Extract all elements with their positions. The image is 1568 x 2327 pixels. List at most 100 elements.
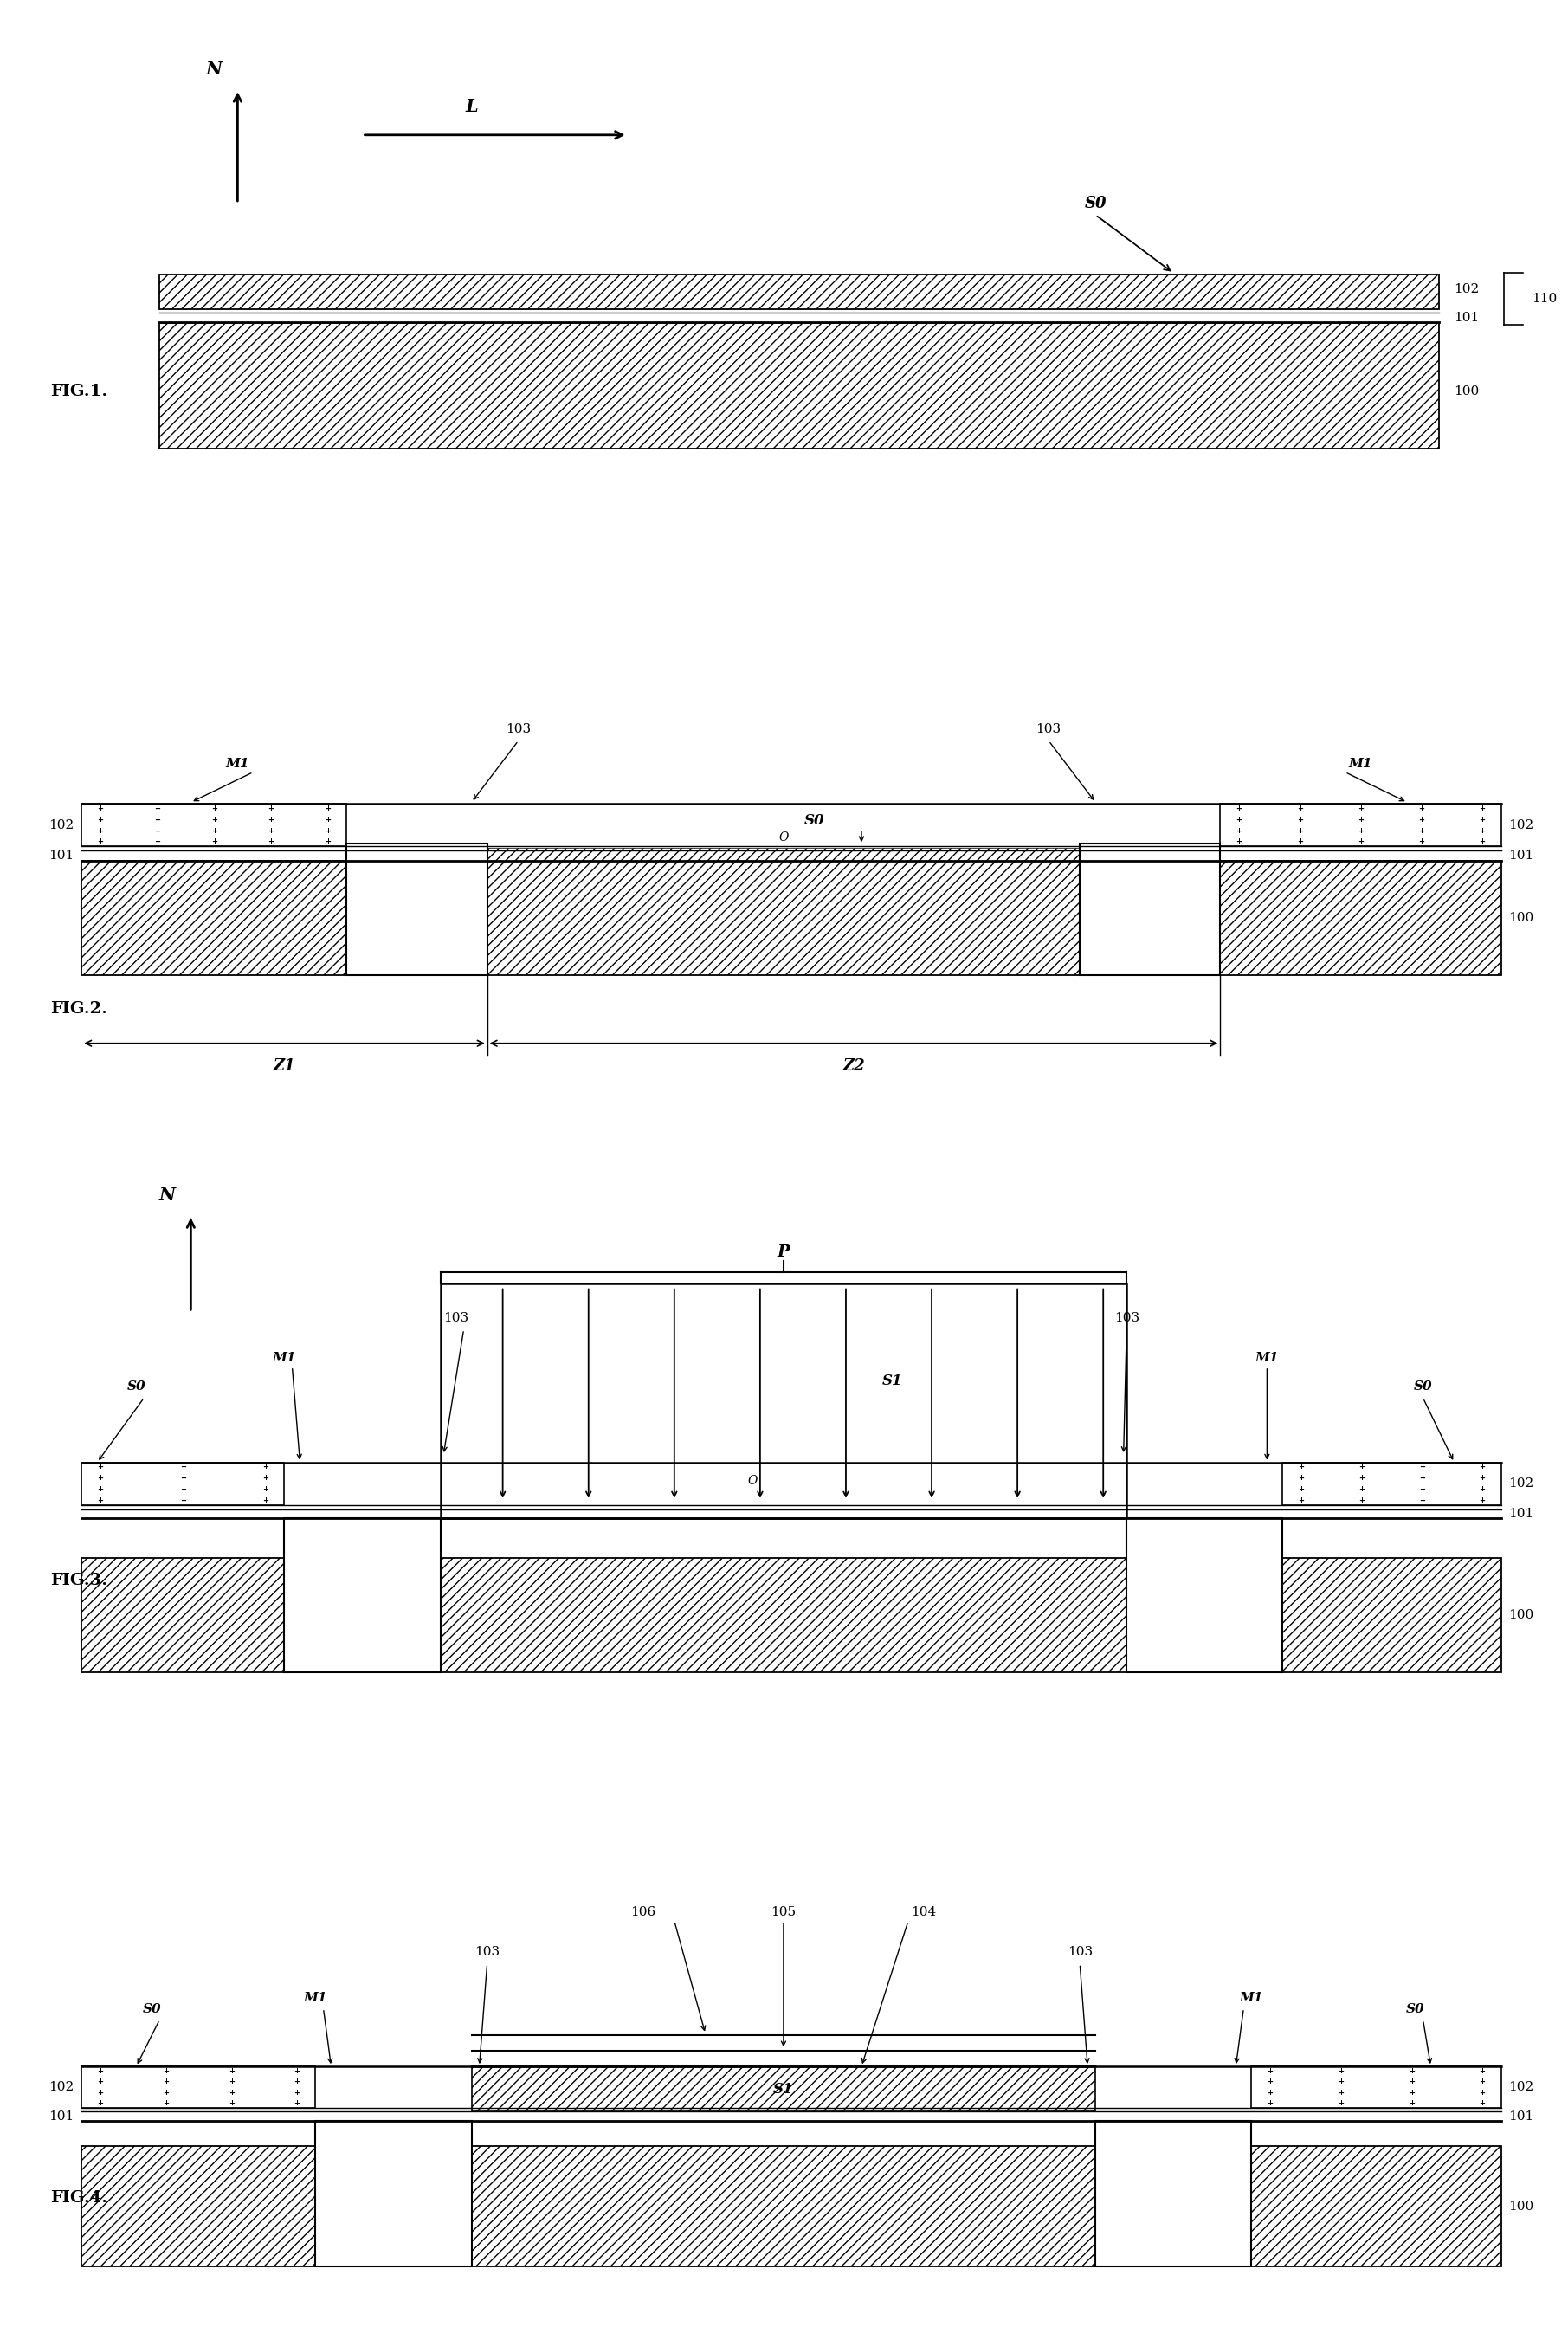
Text: +: + <box>97 838 103 845</box>
Bar <box>1080 842 1220 975</box>
Text: Z2: Z2 <box>842 1059 866 1075</box>
Text: 105: 105 <box>771 1906 797 1917</box>
Text: +: + <box>1338 2078 1344 2085</box>
Bar <box>82 2066 315 2108</box>
Text: +: + <box>1419 1485 1425 1494</box>
Text: M1: M1 <box>226 759 249 770</box>
Text: +: + <box>1479 2099 1485 2106</box>
Text: Z1: Z1 <box>273 1059 295 1075</box>
Text: +: + <box>229 2087 234 2097</box>
Text: +: + <box>1479 1464 1485 1471</box>
Bar <box>160 275 1438 309</box>
Text: +: + <box>1479 2087 1485 2097</box>
Text: FIG.4.: FIG.4. <box>50 2190 108 2206</box>
Text: 110: 110 <box>1532 293 1557 305</box>
Text: 101: 101 <box>1508 2111 1534 2122</box>
Text: +: + <box>163 2099 169 2106</box>
Text: M1: M1 <box>1254 1352 1279 1364</box>
Text: +: + <box>1267 2066 1273 2076</box>
Text: 103: 103 <box>506 724 532 735</box>
Text: +: + <box>1236 826 1242 835</box>
Text: +: + <box>1358 1496 1364 1506</box>
Text: +: + <box>268 814 274 824</box>
Text: M1: M1 <box>273 1352 296 1364</box>
Text: +: + <box>97 1464 103 1471</box>
Bar <box>1220 803 1501 847</box>
Text: 100: 100 <box>1454 386 1480 398</box>
Text: P: P <box>778 1245 790 1261</box>
Text: 101: 101 <box>49 2111 74 2122</box>
Text: +: + <box>1358 826 1364 835</box>
Text: +: + <box>1408 2087 1414 2097</box>
Text: 102: 102 <box>49 2080 74 2092</box>
Text: M1: M1 <box>1240 1992 1264 2004</box>
Text: +: + <box>262 1496 268 1506</box>
Text: +: + <box>1479 1475 1485 1482</box>
Text: +: + <box>229 2066 234 2076</box>
Text: M1: M1 <box>304 1992 328 2004</box>
Text: +: + <box>212 805 218 812</box>
Text: 100: 100 <box>1508 912 1534 924</box>
Text: 103: 103 <box>475 1945 500 1959</box>
Text: S1: S1 <box>773 2083 793 2097</box>
Text: 102: 102 <box>49 819 74 831</box>
Text: +: + <box>97 805 103 812</box>
Text: +: + <box>1419 805 1424 812</box>
Text: FIG.2.: FIG.2. <box>50 1001 108 1017</box>
Text: +: + <box>97 1475 103 1482</box>
Text: +: + <box>1338 2066 1344 2076</box>
Text: +: + <box>1358 814 1364 824</box>
Bar <box>347 842 488 975</box>
Text: O: O <box>748 1475 757 1487</box>
Text: +: + <box>1419 1496 1425 1506</box>
Text: +: + <box>1267 2087 1273 2097</box>
Text: 103: 103 <box>1113 1312 1140 1324</box>
Text: +: + <box>1419 814 1424 824</box>
Text: +: + <box>229 2099 234 2106</box>
Text: 101: 101 <box>49 849 74 861</box>
Text: S0: S0 <box>804 812 825 828</box>
Text: +: + <box>180 1496 187 1506</box>
Text: +: + <box>1358 805 1364 812</box>
Bar <box>441 1285 1127 1517</box>
Text: S0: S0 <box>1085 195 1107 212</box>
Text: +: + <box>1419 838 1424 845</box>
Text: +: + <box>1408 2099 1414 2106</box>
Text: 102: 102 <box>1508 2080 1534 2092</box>
Bar <box>1127 1517 1283 1671</box>
Text: +: + <box>1479 2078 1485 2085</box>
Text: +: + <box>1358 838 1364 845</box>
Text: +: + <box>262 1464 268 1471</box>
Text: +: + <box>1236 805 1242 812</box>
Text: +: + <box>1338 2087 1344 2097</box>
Text: +: + <box>97 2087 103 2097</box>
Text: +: + <box>154 838 160 845</box>
Bar <box>488 847 1080 861</box>
Text: +: + <box>154 814 160 824</box>
Text: FIG.1.: FIG.1. <box>50 384 108 400</box>
Text: +: + <box>1267 2099 1273 2106</box>
Text: S0: S0 <box>143 2004 162 2015</box>
Text: +: + <box>180 1464 187 1471</box>
Text: +: + <box>97 2099 103 2106</box>
Text: +: + <box>1479 2066 1485 2076</box>
Text: +: + <box>154 826 160 835</box>
Text: FIG.3.: FIG.3. <box>50 1573 108 1589</box>
Text: +: + <box>212 814 218 824</box>
Text: +: + <box>97 2078 103 2085</box>
Text: +: + <box>97 2066 103 2076</box>
Text: +: + <box>1298 1475 1305 1482</box>
Text: 100: 100 <box>1508 2201 1534 2213</box>
Text: +: + <box>325 826 331 835</box>
Text: +: + <box>1479 826 1485 835</box>
Text: 101: 101 <box>1508 1508 1534 1520</box>
Text: S0: S0 <box>1414 1380 1432 1392</box>
Text: 101: 101 <box>1454 312 1480 323</box>
Bar <box>82 2145 1501 2266</box>
Text: +: + <box>212 838 218 845</box>
Text: M1: M1 <box>1348 759 1372 770</box>
Text: +: + <box>268 826 274 835</box>
Text: +: + <box>1479 805 1485 812</box>
Text: +: + <box>97 1496 103 1506</box>
Text: +: + <box>1358 1475 1364 1482</box>
